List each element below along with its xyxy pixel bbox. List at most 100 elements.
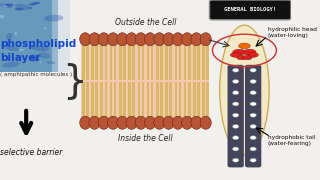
FancyBboxPatch shape bbox=[197, 82, 200, 121]
FancyBboxPatch shape bbox=[105, 41, 107, 80]
FancyBboxPatch shape bbox=[138, 41, 140, 80]
Ellipse shape bbox=[28, 7, 33, 9]
FancyBboxPatch shape bbox=[160, 82, 163, 121]
Ellipse shape bbox=[182, 33, 193, 46]
Ellipse shape bbox=[6, 46, 19, 51]
FancyBboxPatch shape bbox=[114, 82, 116, 121]
Text: Outside the Cell: Outside the Cell bbox=[115, 18, 176, 27]
FancyBboxPatch shape bbox=[86, 82, 89, 121]
Text: }: } bbox=[62, 62, 87, 100]
Ellipse shape bbox=[239, 43, 250, 49]
FancyBboxPatch shape bbox=[86, 41, 89, 80]
Ellipse shape bbox=[163, 116, 174, 129]
Ellipse shape bbox=[30, 57, 40, 62]
Ellipse shape bbox=[233, 91, 239, 95]
FancyBboxPatch shape bbox=[165, 41, 168, 80]
Ellipse shape bbox=[233, 113, 239, 117]
Ellipse shape bbox=[154, 33, 165, 46]
Ellipse shape bbox=[220, 25, 269, 155]
Text: bilayer: bilayer bbox=[0, 53, 41, 63]
Ellipse shape bbox=[135, 33, 146, 46]
Ellipse shape bbox=[38, 52, 50, 58]
FancyBboxPatch shape bbox=[105, 82, 107, 121]
Ellipse shape bbox=[191, 116, 202, 129]
FancyBboxPatch shape bbox=[52, 0, 70, 72]
Ellipse shape bbox=[42, 46, 49, 51]
Text: hydrophobic tail
(water-fearing): hydrophobic tail (water-fearing) bbox=[268, 135, 315, 146]
Ellipse shape bbox=[117, 33, 128, 46]
Ellipse shape bbox=[250, 91, 256, 95]
FancyBboxPatch shape bbox=[156, 41, 159, 80]
FancyBboxPatch shape bbox=[206, 41, 209, 80]
Text: selective barrier: selective barrier bbox=[0, 148, 62, 157]
Ellipse shape bbox=[233, 49, 245, 55]
Ellipse shape bbox=[28, 3, 36, 5]
FancyBboxPatch shape bbox=[193, 82, 196, 121]
FancyBboxPatch shape bbox=[141, 41, 144, 80]
Ellipse shape bbox=[250, 158, 256, 162]
Text: ( amphipathic molecules ): ( amphipathic molecules ) bbox=[0, 72, 72, 77]
FancyBboxPatch shape bbox=[228, 65, 244, 167]
Ellipse shape bbox=[233, 80, 239, 84]
Ellipse shape bbox=[39, 61, 42, 63]
Ellipse shape bbox=[200, 116, 211, 129]
Ellipse shape bbox=[250, 125, 256, 129]
FancyBboxPatch shape bbox=[114, 41, 116, 80]
FancyBboxPatch shape bbox=[141, 82, 144, 121]
FancyBboxPatch shape bbox=[82, 41, 84, 80]
FancyBboxPatch shape bbox=[138, 82, 140, 121]
Ellipse shape bbox=[108, 116, 119, 129]
FancyBboxPatch shape bbox=[0, 0, 58, 72]
Ellipse shape bbox=[15, 31, 17, 35]
FancyBboxPatch shape bbox=[179, 41, 181, 80]
FancyBboxPatch shape bbox=[179, 82, 181, 121]
Ellipse shape bbox=[243, 55, 252, 60]
Ellipse shape bbox=[233, 158, 239, 162]
FancyBboxPatch shape bbox=[128, 41, 131, 80]
FancyBboxPatch shape bbox=[151, 82, 154, 121]
Ellipse shape bbox=[2, 62, 20, 68]
FancyBboxPatch shape bbox=[147, 41, 149, 80]
Ellipse shape bbox=[98, 33, 109, 46]
Ellipse shape bbox=[15, 8, 24, 10]
FancyBboxPatch shape bbox=[175, 82, 177, 121]
FancyBboxPatch shape bbox=[202, 41, 205, 80]
Ellipse shape bbox=[145, 33, 156, 46]
Ellipse shape bbox=[250, 80, 256, 84]
FancyBboxPatch shape bbox=[123, 82, 126, 121]
FancyBboxPatch shape bbox=[100, 41, 103, 80]
FancyBboxPatch shape bbox=[82, 82, 84, 121]
Ellipse shape bbox=[0, 15, 4, 19]
Ellipse shape bbox=[154, 116, 165, 129]
Ellipse shape bbox=[250, 68, 256, 72]
FancyBboxPatch shape bbox=[184, 41, 187, 80]
Ellipse shape bbox=[230, 53, 241, 57]
Ellipse shape bbox=[172, 33, 183, 46]
FancyBboxPatch shape bbox=[156, 82, 159, 121]
Ellipse shape bbox=[126, 33, 137, 46]
FancyBboxPatch shape bbox=[210, 0, 291, 20]
FancyBboxPatch shape bbox=[206, 82, 209, 121]
Text: phospholipid: phospholipid bbox=[0, 39, 76, 49]
FancyBboxPatch shape bbox=[119, 82, 122, 121]
Ellipse shape bbox=[135, 116, 146, 129]
Ellipse shape bbox=[80, 116, 91, 129]
Ellipse shape bbox=[3, 5, 8, 7]
FancyBboxPatch shape bbox=[82, 36, 210, 126]
Ellipse shape bbox=[0, 3, 12, 8]
Ellipse shape bbox=[182, 116, 193, 129]
Ellipse shape bbox=[233, 68, 239, 72]
FancyBboxPatch shape bbox=[91, 82, 94, 121]
Ellipse shape bbox=[250, 136, 256, 140]
Ellipse shape bbox=[243, 49, 256, 55]
Ellipse shape bbox=[233, 147, 239, 151]
FancyBboxPatch shape bbox=[165, 82, 168, 121]
Ellipse shape bbox=[191, 33, 202, 46]
Ellipse shape bbox=[163, 33, 174, 46]
FancyBboxPatch shape bbox=[119, 41, 122, 80]
Ellipse shape bbox=[80, 33, 91, 46]
Ellipse shape bbox=[47, 61, 55, 64]
FancyBboxPatch shape bbox=[100, 82, 103, 121]
Ellipse shape bbox=[44, 28, 47, 29]
FancyBboxPatch shape bbox=[151, 41, 154, 80]
